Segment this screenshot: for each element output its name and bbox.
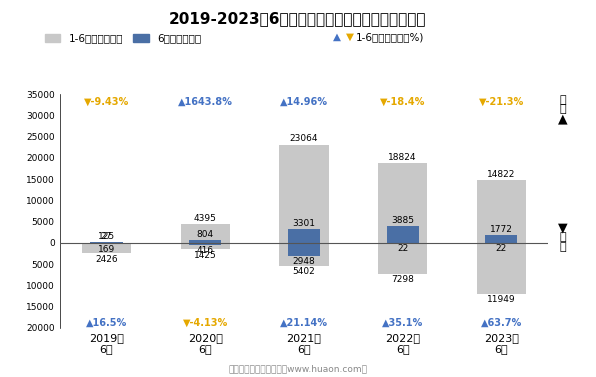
- Text: ▲: ▲: [558, 112, 568, 125]
- Bar: [378, 163, 427, 243]
- Text: 14822: 14822: [488, 170, 516, 179]
- Bar: [82, 243, 131, 253]
- Bar: [91, 243, 123, 244]
- Text: 22: 22: [496, 244, 507, 253]
- Text: ▲63.7%: ▲63.7%: [481, 318, 522, 328]
- Text: 1772: 1772: [490, 225, 513, 234]
- Text: 7298: 7298: [391, 276, 414, 285]
- Bar: [477, 243, 526, 294]
- Bar: [485, 236, 517, 243]
- Text: 进: 进: [560, 233, 567, 242]
- Text: ▲: ▲: [333, 32, 342, 42]
- Text: 2019-2023年6月河南商丘保税物流中心进、出口额: 2019-2023年6月河南商丘保税物流中心进、出口额: [169, 11, 427, 26]
- Text: ▼: ▼: [558, 222, 568, 234]
- Text: 22: 22: [397, 244, 408, 253]
- Text: 3301: 3301: [293, 219, 315, 228]
- Bar: [288, 229, 320, 243]
- Text: ▲14.96%: ▲14.96%: [280, 97, 328, 107]
- Text: 4395: 4395: [194, 214, 217, 223]
- Text: 3885: 3885: [391, 216, 414, 225]
- Text: 125: 125: [98, 232, 115, 241]
- Text: ▼: ▼: [346, 32, 353, 42]
- Bar: [280, 243, 328, 266]
- Text: 416: 416: [197, 246, 214, 255]
- Text: 18824: 18824: [389, 153, 417, 161]
- Text: ▲35.1%: ▲35.1%: [382, 318, 423, 328]
- Text: 1-6月同比增速（%): 1-6月同比增速（%): [356, 32, 424, 42]
- Text: 2426: 2426: [95, 255, 118, 264]
- Text: ▼-18.4%: ▼-18.4%: [380, 97, 426, 107]
- Text: 口: 口: [560, 104, 567, 114]
- Text: 23064: 23064: [290, 135, 318, 144]
- Text: 口: 口: [560, 242, 567, 252]
- Bar: [288, 243, 320, 256]
- Bar: [181, 243, 230, 249]
- Text: ▲16.5%: ▲16.5%: [86, 318, 127, 328]
- Text: 出: 出: [560, 95, 567, 105]
- Text: ▼-21.3%: ▼-21.3%: [479, 97, 524, 107]
- Bar: [91, 242, 123, 243]
- Text: 27: 27: [101, 232, 112, 241]
- Text: ▲1643.8%: ▲1643.8%: [178, 97, 232, 107]
- Bar: [378, 243, 427, 274]
- Bar: [387, 227, 419, 243]
- Bar: [189, 243, 221, 245]
- Text: ▼-4.13%: ▼-4.13%: [182, 318, 228, 328]
- Text: 804: 804: [197, 230, 214, 239]
- Text: 169: 169: [98, 245, 115, 254]
- Text: 5402: 5402: [293, 267, 315, 276]
- Bar: [477, 180, 526, 243]
- Text: 1425: 1425: [194, 251, 216, 259]
- Text: 制图：华经产业研究院（www.huaon.com）: 制图：华经产业研究院（www.huaon.com）: [228, 364, 368, 373]
- Bar: [181, 224, 230, 243]
- Text: ▼-9.43%: ▼-9.43%: [84, 97, 129, 107]
- Text: 11949: 11949: [487, 295, 516, 304]
- Text: ▲21.14%: ▲21.14%: [280, 318, 328, 328]
- Text: 2948: 2948: [293, 257, 315, 265]
- Legend: 1-6月（万美元）, 6月（万美元）: 1-6月（万美元）, 6月（万美元）: [41, 29, 206, 48]
- Bar: [189, 239, 221, 243]
- Bar: [280, 145, 328, 243]
